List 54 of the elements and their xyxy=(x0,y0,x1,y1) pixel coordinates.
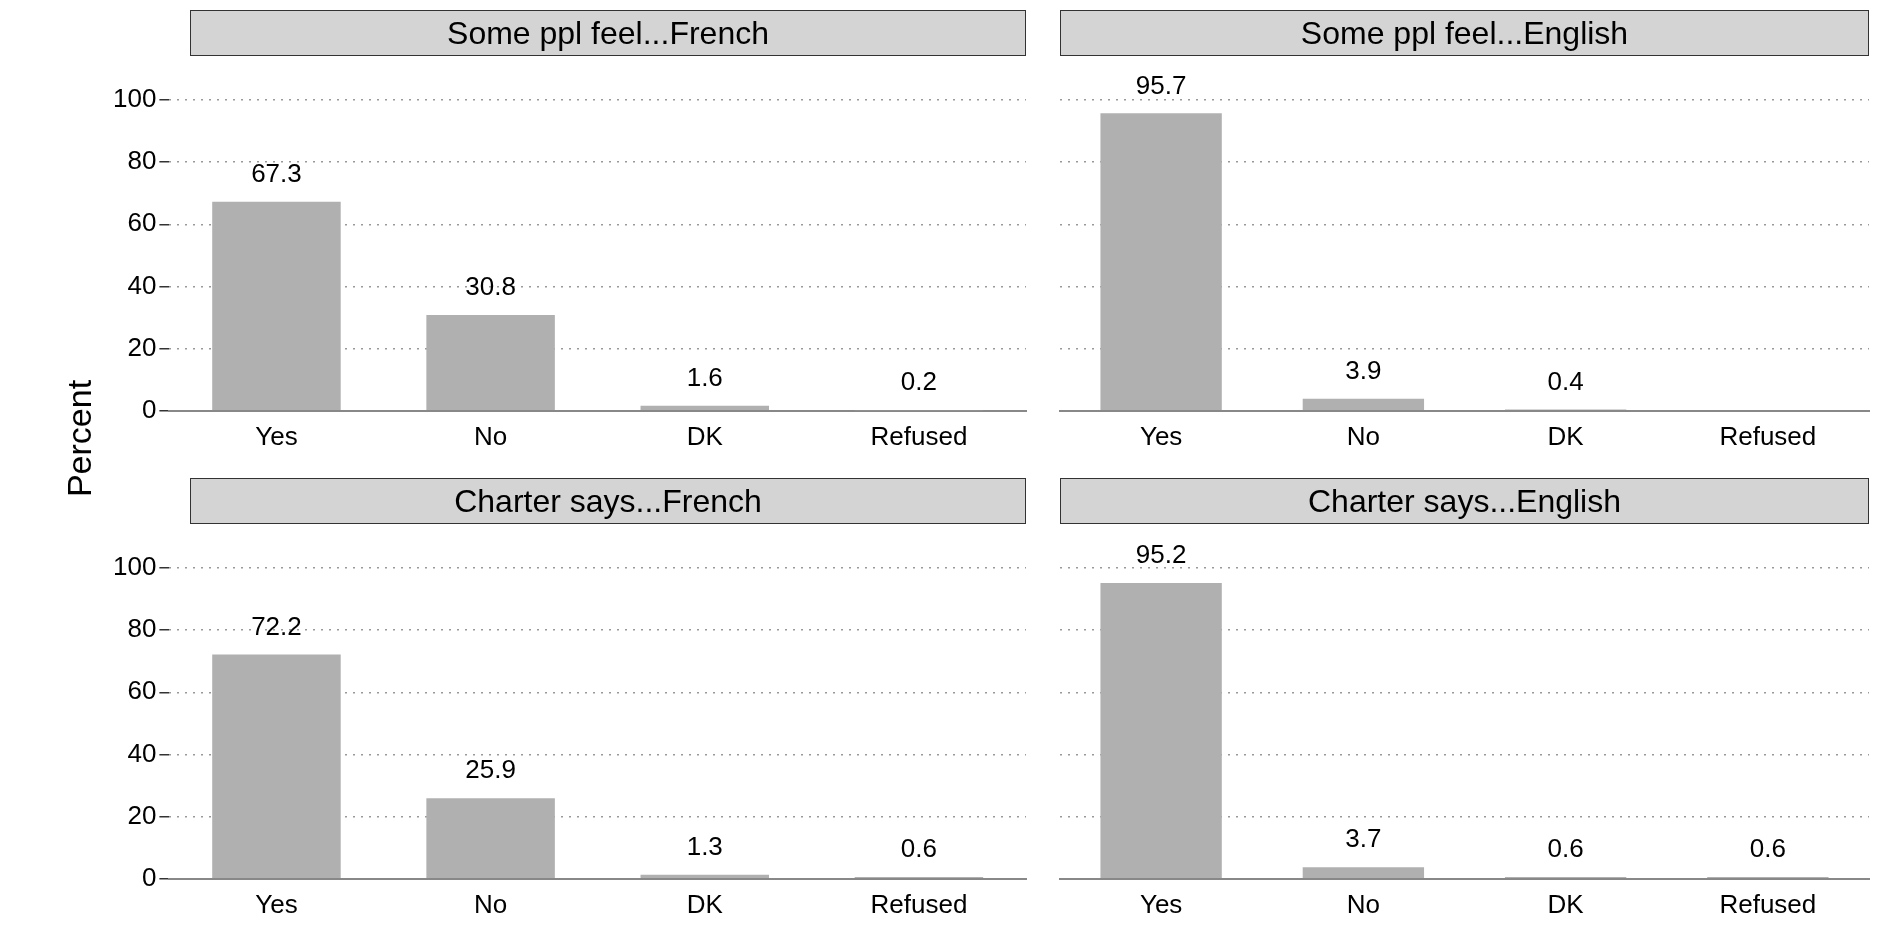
data-label: 67.3 xyxy=(251,157,302,188)
x-tick-label: No xyxy=(1346,888,1380,919)
x-tick-label: DK xyxy=(686,420,724,451)
x-tick-label: DK xyxy=(1547,888,1585,919)
x-tick-label: Refused xyxy=(1719,888,1817,919)
chart-title: Some ppl feel...English xyxy=(1060,10,1869,56)
y-tick-label: 80 xyxy=(127,613,157,644)
bar xyxy=(640,405,770,411)
data-label: 0.4 xyxy=(1547,365,1584,396)
y-tick-label: 20 xyxy=(127,799,157,830)
y-tick-label: 20 xyxy=(127,331,157,362)
y-tick-label: 100 xyxy=(112,83,157,114)
x-tick-label: No xyxy=(1346,420,1380,451)
x-tick-label: DK xyxy=(1547,420,1585,451)
chart-title: Charter says...English xyxy=(1060,478,1869,524)
x-tick-label: DK xyxy=(686,888,724,919)
y-tick-label: 60 xyxy=(127,675,157,706)
data-label: 0.6 xyxy=(1749,833,1786,864)
x-tick-label: No xyxy=(473,888,508,919)
data-label: 95.7 xyxy=(1135,69,1187,100)
data-label: 25.9 xyxy=(465,754,516,785)
x-tick-label: Refused xyxy=(870,888,968,919)
y-tick-label: 40 xyxy=(127,269,157,300)
bar xyxy=(426,798,555,879)
bar xyxy=(212,201,341,411)
y-tick-label: 0 xyxy=(141,393,157,424)
x-tick-label: Yes xyxy=(1139,888,1183,919)
x-tick-label: Yes xyxy=(1139,420,1183,451)
bar xyxy=(426,315,555,411)
x-tick-label: No xyxy=(473,420,508,451)
data-label: 95.2 xyxy=(1135,539,1187,570)
chart-title: Some ppl feel...French xyxy=(190,10,1026,56)
data-label: 0.2 xyxy=(900,366,937,397)
data-label: 72.2 xyxy=(251,610,302,641)
y-tick-label: 60 xyxy=(127,207,157,238)
x-tick-label: Yes xyxy=(255,888,298,919)
bar xyxy=(212,654,341,879)
y-tick-label: 80 xyxy=(127,145,157,176)
chart-title: Charter says...French xyxy=(190,478,1026,524)
data-label: 3.9 xyxy=(1345,354,1382,385)
data-label: 0.6 xyxy=(1547,833,1584,864)
x-tick-label: Yes xyxy=(255,420,298,451)
x-tick-label: Refused xyxy=(1719,420,1817,451)
data-label: 1.6 xyxy=(686,362,723,392)
data-label: 1.3 xyxy=(686,830,723,861)
data-label: 3.7 xyxy=(1345,823,1382,854)
y-axis-title: Percent xyxy=(59,380,99,498)
data-label: 0.6 xyxy=(900,833,937,864)
bar xyxy=(640,874,770,879)
data-label: 30.8 xyxy=(465,271,516,302)
x-tick-label: Refused xyxy=(870,420,968,451)
y-tick-label: 0 xyxy=(141,861,157,892)
y-tick-label: 40 xyxy=(127,737,157,768)
y-tick-label: 100 xyxy=(112,551,157,582)
